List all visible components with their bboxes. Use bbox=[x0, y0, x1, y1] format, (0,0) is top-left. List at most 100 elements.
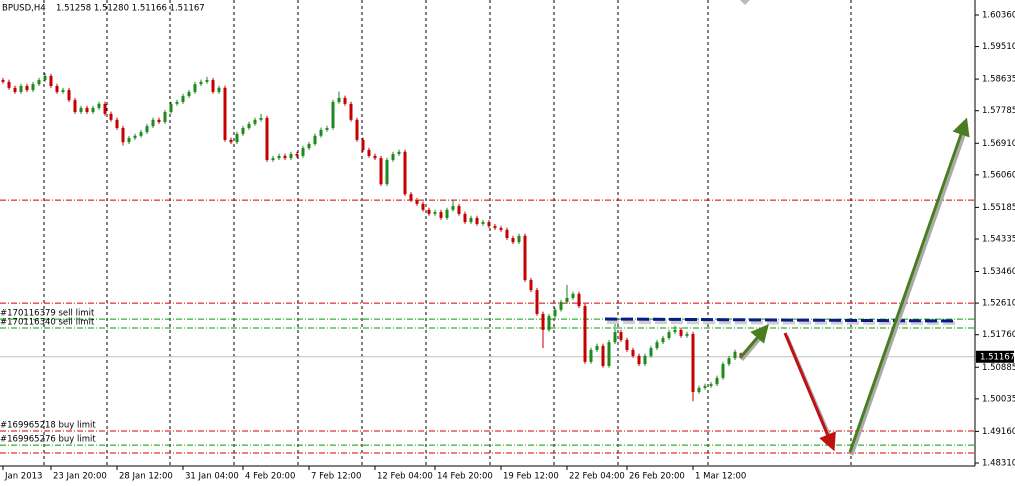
candle-body bbox=[157, 119, 161, 123]
marker bbox=[740, 0, 750, 5]
candle-body bbox=[175, 101, 179, 104]
candle-body bbox=[43, 75, 47, 81]
candle-body bbox=[385, 159, 389, 185]
x-tick-label: 31 Jan 04:00 bbox=[185, 472, 239, 482]
candle-body bbox=[331, 101, 335, 129]
chart-title: BPUSD,H4 bbox=[2, 4, 46, 14]
candle-body bbox=[643, 355, 647, 365]
y-tick-label: 1.57785 bbox=[982, 106, 1015, 116]
candle-body bbox=[169, 103, 173, 113]
candle-body bbox=[211, 80, 215, 92]
x-tick-label: 1 Mar 12:00 bbox=[695, 472, 746, 482]
candle-body bbox=[85, 107, 89, 113]
candle-body bbox=[217, 87, 221, 92]
arrow-shadow bbox=[740, 332, 767, 361]
candle-body bbox=[415, 200, 419, 204]
candle-body bbox=[709, 384, 713, 387]
level-label: #170116379 sell limit bbox=[0, 309, 95, 319]
candle-body bbox=[433, 212, 437, 214]
candle-body bbox=[7, 81, 11, 88]
x-tick-label: 28 Jan 12:00 bbox=[119, 472, 173, 482]
candle-body bbox=[37, 80, 41, 85]
candle-body bbox=[397, 151, 401, 155]
y-tick-label: 1.58635 bbox=[982, 75, 1015, 85]
candle-body bbox=[283, 155, 287, 159]
current-price-box bbox=[976, 350, 1014, 363]
chart-subtitle: 1.51258 1.51280 1.51166 1.51167 bbox=[56, 4, 205, 14]
candle-body bbox=[733, 351, 737, 359]
y-tick-label: 1.50035 bbox=[982, 394, 1015, 404]
candle-body bbox=[541, 313, 545, 330]
candle-body bbox=[481, 222, 485, 224]
candle-body bbox=[595, 345, 599, 350]
candle-body bbox=[67, 90, 71, 101]
x-tick-label: 4 Feb 20:00 bbox=[245, 472, 295, 482]
candle-body bbox=[349, 103, 353, 120]
candle-body bbox=[697, 387, 701, 392]
candle-body bbox=[223, 87, 227, 140]
candle-body bbox=[553, 309, 557, 317]
candle-body bbox=[583, 306, 587, 362]
candle-body bbox=[253, 119, 257, 124]
candle-body bbox=[271, 158, 275, 160]
candle-body bbox=[337, 97, 341, 102]
drawings bbox=[604, 0, 970, 456]
candle-body bbox=[703, 386, 707, 388]
arrow-up-long bbox=[848, 117, 970, 453]
x-tick-label: Jan 2013 bbox=[4, 472, 42, 482]
candle-body bbox=[103, 103, 107, 114]
candle-body bbox=[19, 85, 23, 92]
candle-body bbox=[73, 100, 77, 113]
candle-body bbox=[529, 280, 533, 291]
candle-body bbox=[649, 348, 653, 356]
candle-body bbox=[523, 235, 527, 281]
candle-body bbox=[469, 217, 473, 223]
candle-body bbox=[547, 316, 551, 330]
candle-body bbox=[241, 128, 245, 134]
candle-body bbox=[55, 85, 59, 92]
y-tick-label: 1.51760 bbox=[982, 330, 1015, 340]
candle-body bbox=[475, 217, 479, 224]
candle-body bbox=[31, 84, 35, 91]
y-tick-label: 1.50885 bbox=[982, 363, 1015, 373]
arrow-up-short bbox=[738, 324, 769, 359]
candle-body bbox=[421, 203, 425, 210]
candle-body bbox=[145, 126, 149, 133]
candle-body bbox=[493, 226, 497, 229]
y-tick-label: 1.52610 bbox=[982, 299, 1015, 309]
candle-body bbox=[427, 209, 431, 214]
candle-body bbox=[577, 293, 581, 307]
candle-body bbox=[355, 119, 359, 140]
candle-body bbox=[721, 364, 725, 378]
period-separators bbox=[43, 0, 852, 466]
candle-body bbox=[499, 228, 503, 230]
candle-body bbox=[277, 155, 281, 159]
candle-body bbox=[535, 290, 539, 314]
candle-body bbox=[133, 135, 137, 139]
candle-body bbox=[391, 154, 395, 160]
candle-body bbox=[715, 377, 719, 385]
candle-body bbox=[661, 338, 665, 343]
candle-body bbox=[679, 329, 683, 336]
candle-body bbox=[79, 107, 83, 113]
candles bbox=[1, 72, 743, 402]
candle-body bbox=[667, 332, 671, 339]
candle-body bbox=[121, 128, 125, 143]
candle-body bbox=[487, 222, 491, 227]
x-tick-label: 23 Jan 20:00 bbox=[53, 472, 107, 482]
level-label: #169965218 buy limit bbox=[0, 421, 96, 431]
candle-body bbox=[625, 339, 629, 350]
candle-body bbox=[307, 143, 311, 149]
y-tick-label: 1.56910 bbox=[982, 139, 1015, 149]
candle-body bbox=[187, 91, 191, 97]
candle-body bbox=[295, 154, 299, 156]
candle-body bbox=[199, 81, 203, 85]
candle-body bbox=[25, 85, 29, 91]
y-tick-label: 1.60360 bbox=[982, 10, 1015, 20]
candle-body bbox=[265, 117, 269, 160]
candle-body bbox=[97, 103, 101, 108]
y-tick-label: 1.48310 bbox=[982, 458, 1015, 468]
level-label: #170116340 sell limit bbox=[0, 318, 95, 328]
candle-body bbox=[505, 229, 509, 239]
